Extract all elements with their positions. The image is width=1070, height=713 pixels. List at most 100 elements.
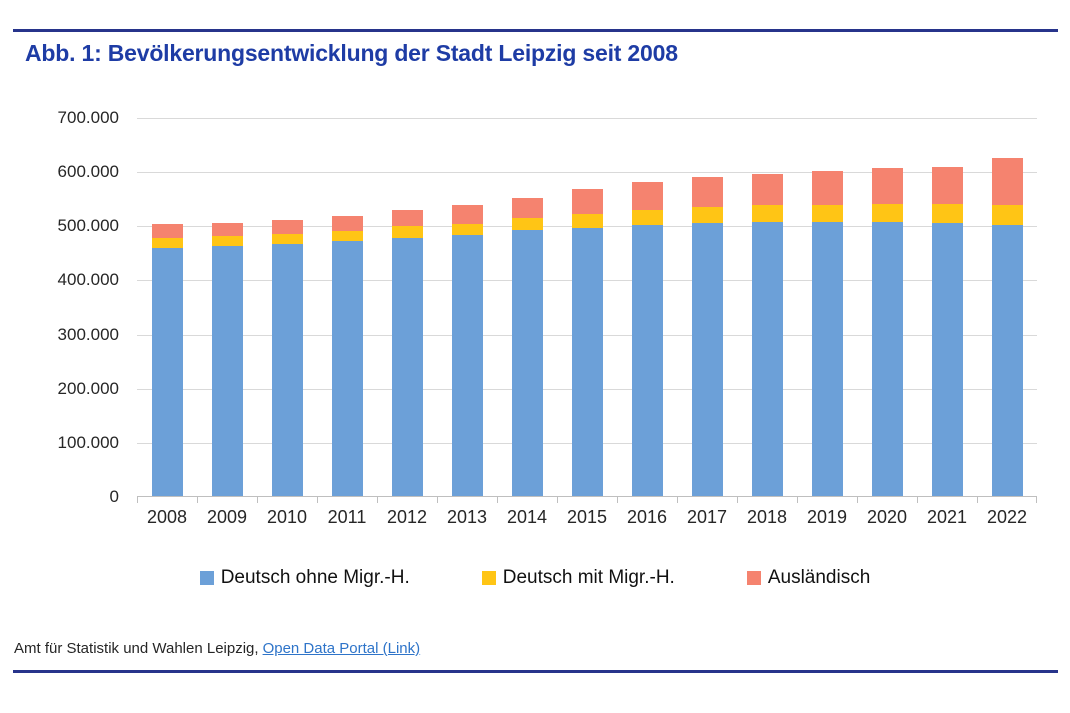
bar-2019-deutsch-mit-migr-h bbox=[812, 205, 843, 222]
bar-2017-ausl-ndisch bbox=[692, 176, 723, 208]
x-axis-tick bbox=[137, 497, 138, 503]
top-divider-rule bbox=[13, 29, 1058, 32]
bar-2020-deutsch-ohne-migr-h bbox=[872, 221, 903, 496]
y-axis-label: 0 bbox=[109, 487, 119, 506]
bar-2011-deutsch-ohne-migr-h bbox=[332, 241, 363, 496]
source-text: Amt für Statistik und Wahlen Leipzig, bbox=[14, 640, 259, 657]
x-axis-tick bbox=[317, 497, 318, 503]
bar-2014-deutsch-mit-migr-h bbox=[512, 217, 543, 231]
x-axis-label: 2022 bbox=[986, 507, 1028, 527]
bar-2011-deutsch-mit-migr-h bbox=[332, 230, 363, 241]
x-axis-tick bbox=[377, 497, 378, 503]
bar-2022-deutsch-ohne-migr-h bbox=[992, 224, 1023, 496]
bar-2014-ausl-ndisch bbox=[512, 197, 543, 218]
bar-2013-deutsch-mit-migr-h bbox=[452, 223, 483, 235]
bar-2012-ausl-ndisch bbox=[392, 210, 423, 227]
x-axis-tick bbox=[677, 497, 678, 503]
bar-2022-deutsch-mit-migr-h bbox=[992, 205, 1023, 225]
bar-2016-deutsch-mit-migr-h bbox=[632, 210, 663, 226]
bar-2020-ausl-ndisch bbox=[872, 168, 903, 205]
bar-2020-deutsch-mit-migr-h bbox=[872, 204, 903, 222]
bar-2019-ausl-ndisch bbox=[812, 170, 843, 206]
bar-2018-deutsch-mit-migr-h bbox=[752, 205, 783, 223]
bar-2008-deutsch-ohne-migr-h bbox=[152, 248, 183, 496]
figure-title: Abb. 1: Bevölkerungsentwicklung der Stad… bbox=[25, 40, 678, 66]
bar-2010-ausl-ndisch bbox=[272, 219, 303, 234]
y-axis-label: 300.000 bbox=[57, 324, 119, 344]
x-axis-tick bbox=[617, 497, 618, 503]
bar-2008-ausl-ndisch bbox=[152, 224, 183, 239]
x-axis-label: 2017 bbox=[686, 507, 728, 527]
bar-2012-deutsch-mit-migr-h bbox=[392, 226, 423, 238]
x-axis-tick bbox=[197, 497, 198, 503]
x-axis-label: 2020 bbox=[866, 507, 908, 527]
legend-swatch-icon bbox=[746, 571, 761, 585]
x-axis-tick bbox=[557, 497, 558, 503]
chart-legend: Deutsch ohne Migr.-H. Deutsch mit Migr.-H… bbox=[0, 567, 1070, 589]
bar-2019-deutsch-ohne-migr-h bbox=[812, 221, 843, 496]
bar-2021-ausl-ndisch bbox=[932, 166, 963, 205]
x-axis-label: 2021 bbox=[926, 507, 968, 527]
x-axis-tick bbox=[857, 497, 858, 503]
bar-2017-deutsch-mit-migr-h bbox=[692, 207, 723, 224]
x-axis-label: 2018 bbox=[746, 507, 788, 527]
bar-2010-deutsch-mit-migr-h bbox=[272, 233, 303, 244]
open-data-portal-link[interactable]: Open Data Portal (Link) bbox=[262, 640, 421, 657]
bar-2013-ausl-ndisch bbox=[452, 204, 483, 224]
x-axis-label: 2014 bbox=[506, 507, 548, 527]
bar-2021-deutsch-mit-migr-h bbox=[932, 204, 963, 223]
x-axis-tick bbox=[917, 497, 918, 503]
bar-2009-deutsch-mit-migr-h bbox=[212, 236, 243, 246]
y-axis-label: 400.000 bbox=[57, 270, 119, 290]
bar-2008-deutsch-mit-migr-h bbox=[152, 238, 183, 249]
bar-2015-ausl-ndisch bbox=[572, 189, 603, 214]
x-axis-label: 2009 bbox=[206, 507, 248, 527]
y-axis-label: 200.000 bbox=[57, 378, 119, 398]
x-axis-label: 2008 bbox=[146, 507, 188, 527]
x-axis-tick bbox=[1036, 497, 1037, 503]
y-axis-label: 600.000 bbox=[57, 162, 119, 182]
x-axis-tick bbox=[257, 497, 258, 503]
y-axis-label: 100.000 bbox=[57, 432, 119, 452]
legend-label: Ausländisch bbox=[767, 567, 871, 588]
x-axis-tick bbox=[977, 497, 978, 503]
bar-2015-deutsch-mit-migr-h bbox=[572, 213, 603, 228]
bar-2014-deutsch-ohne-migr-h bbox=[512, 230, 543, 496]
bar-2015-deutsch-ohne-migr-h bbox=[572, 228, 603, 496]
bar-2011-ausl-ndisch bbox=[332, 215, 363, 231]
bar-2013-deutsch-ohne-migr-h bbox=[452, 234, 483, 496]
legend-label: Deutsch mit Migr.-H. bbox=[502, 567, 675, 588]
x-axis-label: 2011 bbox=[327, 507, 367, 527]
bottom-divider-rule bbox=[13, 670, 1058, 673]
x-axis-label: 2019 bbox=[806, 507, 848, 527]
x-axis-tick bbox=[437, 497, 438, 503]
legend-item-ausl-ndisch: Ausländisch bbox=[746, 567, 871, 589]
bar-2018-ausl-ndisch bbox=[752, 173, 783, 206]
legend-item-deutsch-mit-migr-h: Deutsch mit Migr.-H. bbox=[481, 567, 675, 589]
x-axis-tick bbox=[797, 497, 798, 503]
bar-2018-deutsch-ohne-migr-h bbox=[752, 222, 783, 496]
bar-2016-ausl-ndisch bbox=[632, 182, 663, 211]
bar-2016-deutsch-ohne-migr-h bbox=[632, 225, 663, 496]
bar-2017-deutsch-ohne-migr-h bbox=[692, 223, 723, 496]
gridline-700.000 bbox=[137, 118, 1037, 119]
bar-2009-ausl-ndisch bbox=[212, 222, 243, 237]
y-axis-label: 700.000 bbox=[57, 108, 119, 127]
x-axis-tick bbox=[737, 497, 738, 503]
chart-plot-area: 2008 2009 2010 2011 2012 2013 2014 2015 2016 2017… bbox=[137, 118, 1037, 527]
x-axis-label: 2016 bbox=[626, 507, 668, 527]
bar-2022-ausl-ndisch bbox=[992, 157, 1023, 206]
bar-2021-deutsch-ohne-migr-h bbox=[932, 222, 963, 496]
x-axis-label: 2010 bbox=[266, 507, 308, 527]
x-axis-label: 2013 bbox=[446, 507, 488, 527]
y-axis-label: 500.000 bbox=[57, 216, 119, 236]
y-axis: 700.000 600.000 500.000 400.000 300.000 200.0… bbox=[0, 109, 119, 506]
x-axis-label: 2015 bbox=[566, 507, 608, 527]
source-note: Amt für Statistik und Wahlen Leipzig, Ope… bbox=[14, 640, 420, 657]
legend-swatch-icon bbox=[199, 571, 214, 585]
gridline-600.000 bbox=[137, 172, 1037, 174]
x-axis-label: 2012 bbox=[386, 507, 428, 527]
legend-swatch-icon bbox=[481, 571, 496, 585]
x-axis-tick bbox=[497, 497, 498, 503]
